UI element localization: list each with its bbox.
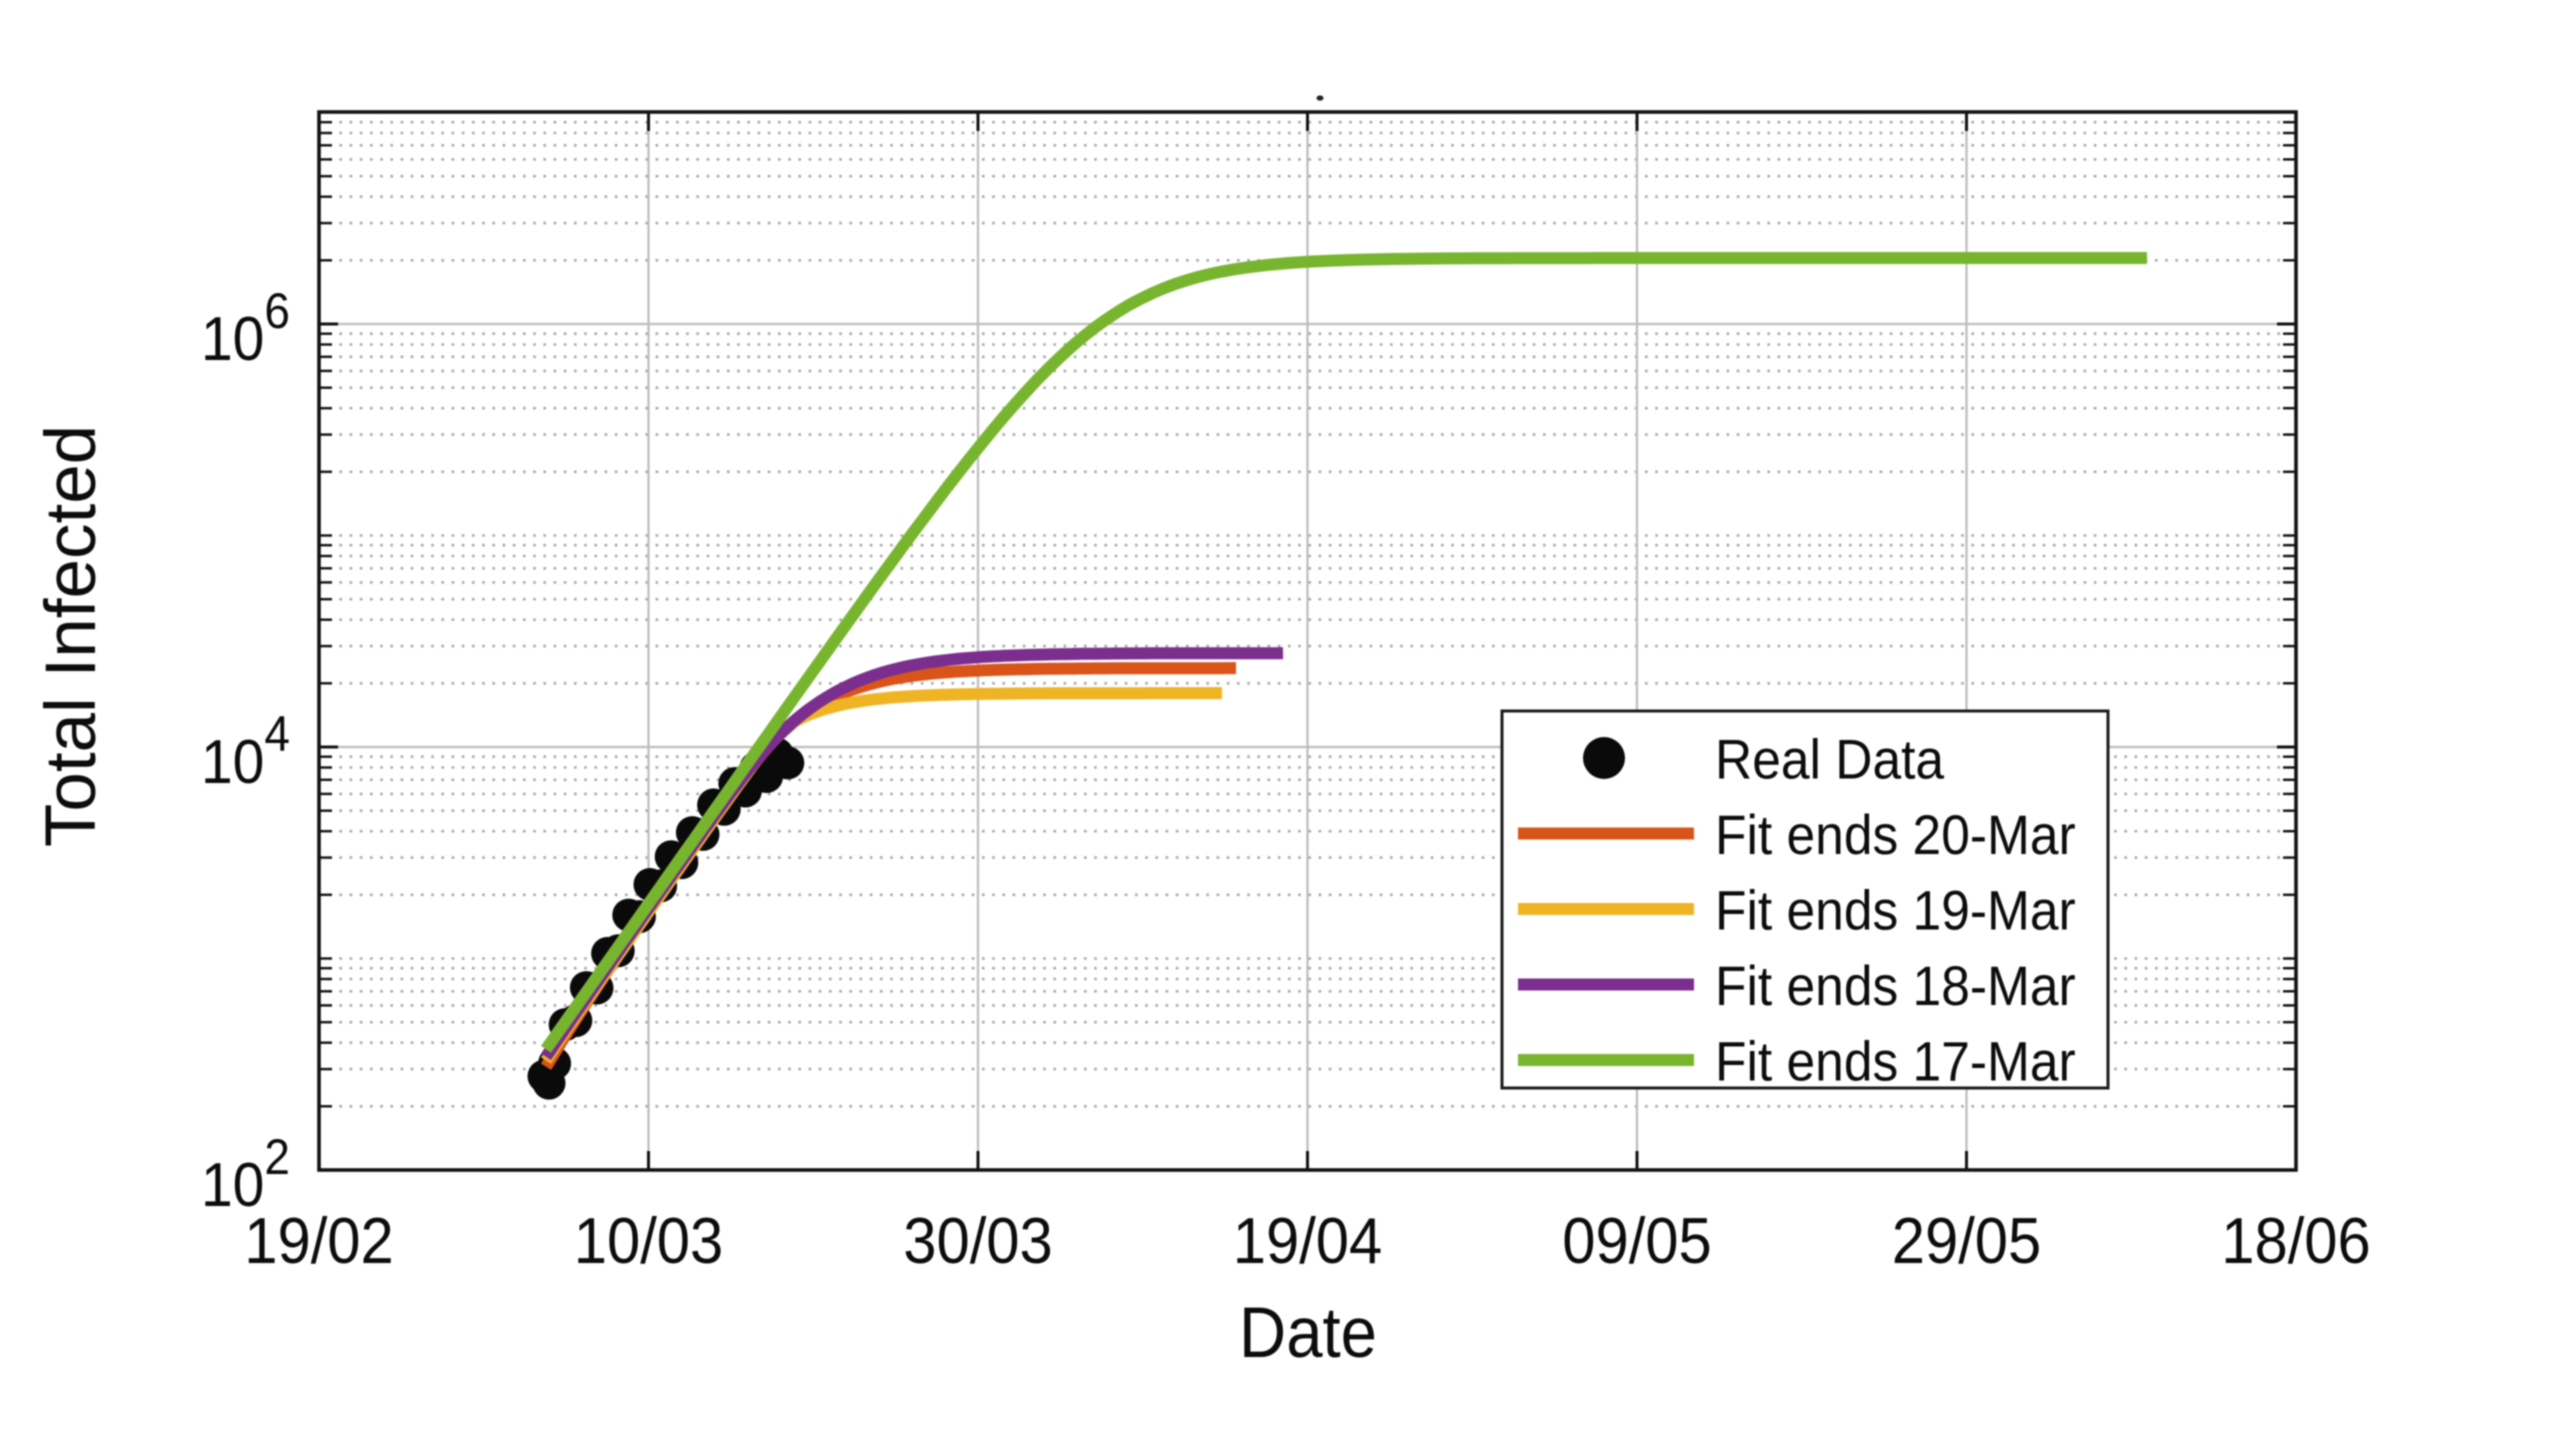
svg-text:18/06: 18/06	[2221, 1205, 2371, 1278]
svg-text:Fit ends 18-Mar: Fit ends 18-Mar	[1715, 955, 2076, 1017]
svg-text:30/03: 30/03	[903, 1205, 1053, 1278]
svg-text:Total Infected: Total Infected	[32, 425, 111, 847]
svg-text:Date: Date	[1239, 1294, 1377, 1373]
svg-text:09/05: 09/05	[1562, 1205, 1712, 1278]
svg-text:Real Data: Real Data	[1715, 729, 1944, 791]
svg-text:Fit ends 20-Mar: Fit ends 20-Mar	[1715, 804, 2076, 866]
svg-text:19/02: 19/02	[244, 1205, 394, 1278]
svg-text:29/05: 29/05	[1892, 1205, 2042, 1278]
svg-text:10/03: 10/03	[574, 1205, 724, 1278]
svg-text:19/04: 19/04	[1233, 1205, 1383, 1278]
svg-text:Fit ends 19-Mar: Fit ends 19-Mar	[1715, 880, 2076, 942]
svg-text:Fit ends 17-Mar: Fit ends 17-Mar	[1715, 1031, 2076, 1093]
